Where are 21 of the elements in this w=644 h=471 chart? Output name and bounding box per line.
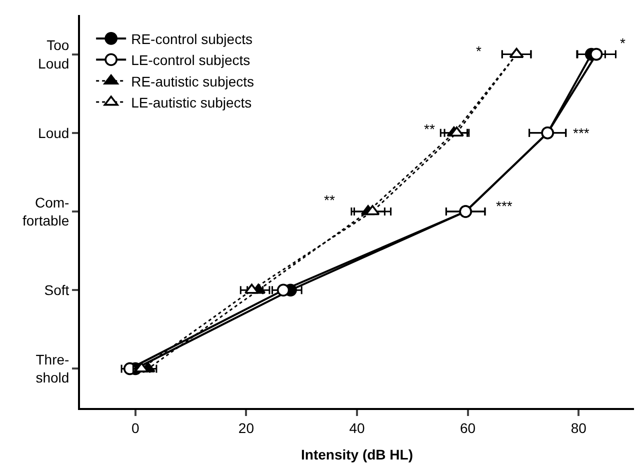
- x-tick-label: 40: [349, 420, 365, 436]
- y-tick-label: Com- fortable: [22, 194, 70, 228]
- x-tick-label: 0: [132, 420, 140, 436]
- x-tick-label: 20: [238, 420, 254, 436]
- annotation: ***: [496, 198, 513, 214]
- y-tick-label: Too Loud: [38, 37, 70, 72]
- annotation: **: [324, 192, 336, 208]
- legend-label: LE-control subjects: [131, 52, 250, 68]
- annotation: ***: [573, 125, 590, 141]
- legend-label: RE-control subjects: [131, 30, 252, 47]
- annotation: *: [620, 35, 626, 51]
- legend-label: RE-autistic subjects: [131, 73, 254, 90]
- y-tick-label: Thre- shold: [36, 352, 70, 386]
- x-tick-label: 60: [460, 420, 476, 436]
- y-tick-label: Loud: [38, 124, 70, 141]
- annotation: **: [424, 121, 436, 137]
- x-axis-title: Intensity (dB HL): [301, 446, 413, 463]
- x-tick-label: 80: [570, 420, 587, 436]
- legend-label: LE-autistic subjects: [131, 94, 252, 111]
- y-tick-label: Soft: [44, 282, 70, 298]
- annotation: *: [476, 43, 482, 59]
